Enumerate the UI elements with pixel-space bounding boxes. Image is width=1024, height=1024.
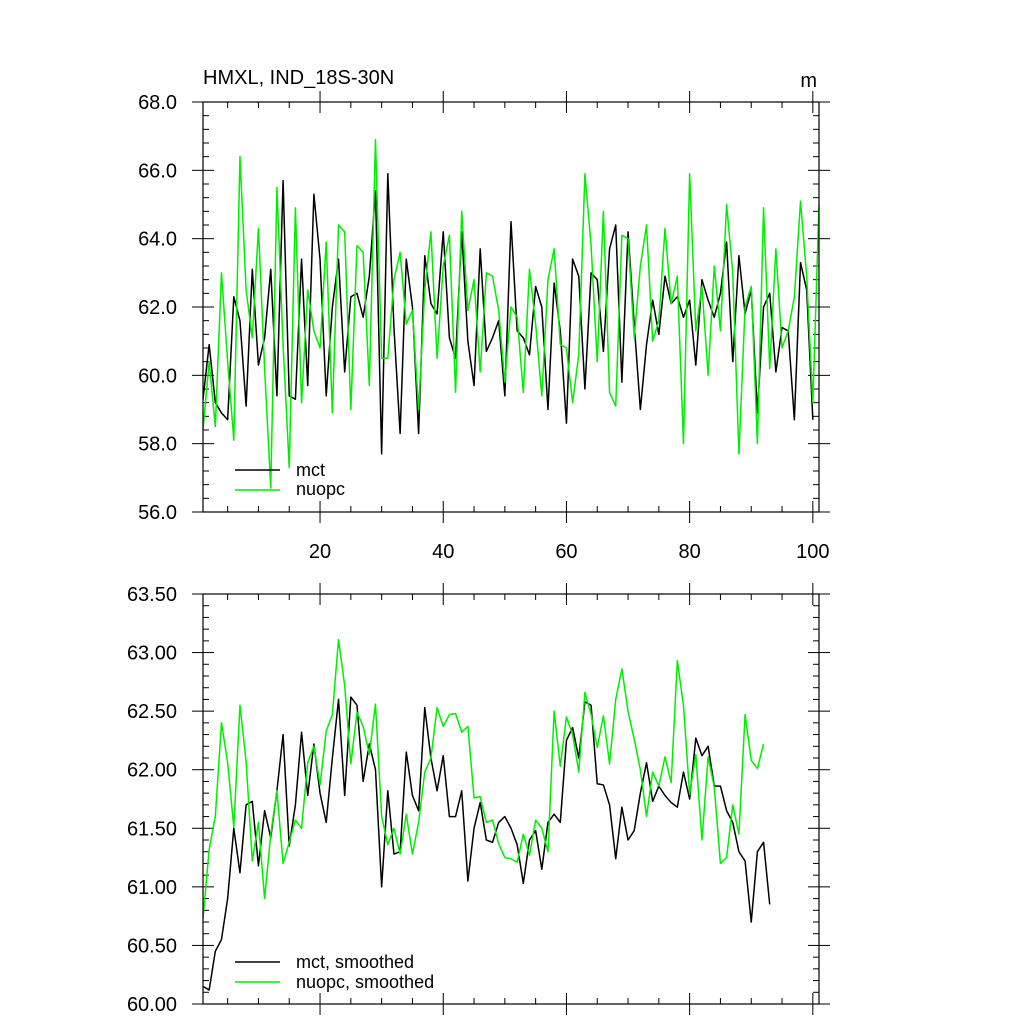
x-tick-label: 20 [309,541,331,563]
y-tick-label: 62.00 [127,760,177,782]
y-tick-labels: 60.00 60.50 61.00 61.50 62.00 62.50 63.00 63.50 [127,584,177,1016]
legend: mct, smoothed nuopc, smoothed [235,952,434,992]
y-tick-label: 64.0 [138,229,177,251]
series-lines [202,138,820,489]
series-line-mct-smoothed [202,696,771,991]
series-lines [202,638,771,991]
top-panel: HMXL, IND_18S-30N m 20 40 60 80 100 56.0 58.0… [138,67,830,563]
y-tick-label: 62.0 [138,297,177,319]
y-tick-label: 63.50 [127,584,177,606]
plot-frame [202,593,820,1005]
legend-label-mct: mct [296,460,325,480]
y-tick-labels: 56.0 58.0 60.0 62.0 64.0 66.0 68.0 [138,92,177,524]
units-label: m [800,70,817,92]
legend: mct nuopc [235,460,345,499]
y-tick-label: 60.0 [138,365,177,387]
legend-label-nuopc: nuopc [296,479,345,499]
x-tick-labels: 20 40 60 80 100 [309,541,830,563]
bottom-panel: 60.00 60.50 61.00 61.50 62.00 62.50 63.00 63.50… [127,583,830,1016]
y-tick-label: 56.0 [138,502,177,524]
tick-marks [192,583,830,1015]
x-tick-label: 60 [555,541,577,563]
series-line-nuopc [202,138,820,489]
legend-label-nuopc-smoothed: nuopc, smoothed [296,972,434,992]
y-tick-label: 63.00 [127,643,177,665]
x-tick-label: 40 [432,541,454,563]
legend-label-mct-smoothed: mct, smoothed [296,952,414,972]
y-tick-label: 62.50 [127,701,177,723]
y-tick-label: 68.0 [138,92,177,114]
chart-title: HMXL, IND_18S-30N [203,67,394,89]
y-tick-label: 60.00 [127,994,177,1016]
y-tick-label: 61.00 [127,877,177,899]
series-line-nuopc-smoothed [202,638,765,919]
y-tick-label: 61.50 [127,818,177,840]
y-tick-label: 60.50 [127,935,177,957]
y-tick-label: 58.0 [138,434,177,456]
x-tick-label: 80 [679,541,701,563]
x-tick-label: 100 [796,541,829,563]
y-tick-label: 66.0 [138,160,177,182]
plot-frame [202,101,820,513]
